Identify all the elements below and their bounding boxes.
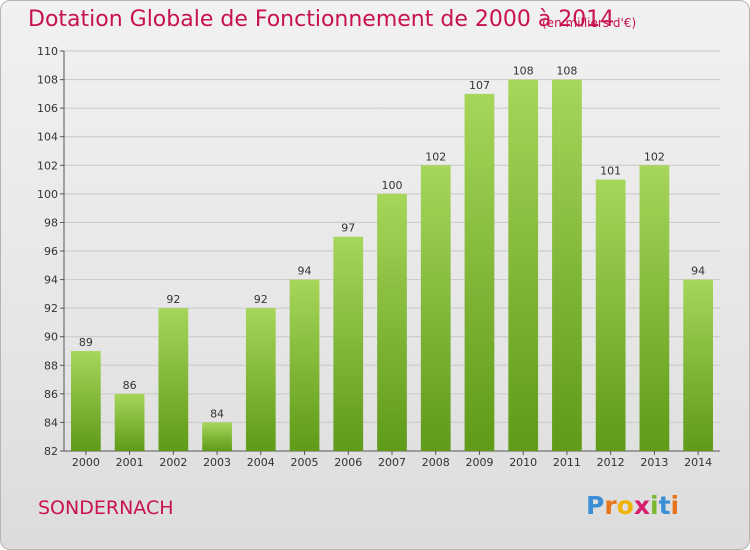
bar xyxy=(595,179,626,452)
logo-letter: t xyxy=(658,491,671,520)
bar xyxy=(202,422,232,451)
bars xyxy=(70,79,714,452)
bar-value-label: 94 xyxy=(691,265,705,278)
y-tick-label: 110 xyxy=(37,45,58,58)
bar-value-label: 94 xyxy=(298,265,312,278)
y-tick-label: 90 xyxy=(44,331,58,344)
y-tick-label: 84 xyxy=(44,416,58,429)
x-tick-label: 2000 xyxy=(72,456,100,469)
x-tick-label: 2013 xyxy=(640,456,668,469)
y-tick-label: 88 xyxy=(44,359,58,372)
bar-value-label: 102 xyxy=(644,150,665,163)
y-tick-label: 108 xyxy=(37,74,58,87)
bar xyxy=(508,79,539,452)
x-tick-label: 2005 xyxy=(291,456,319,469)
logo-letter: i xyxy=(670,491,680,520)
y-tick-label: 98 xyxy=(44,216,58,229)
logo-letter: o xyxy=(616,491,634,520)
y-tick-label: 96 xyxy=(44,245,58,258)
bar xyxy=(683,279,714,451)
bar xyxy=(552,79,582,452)
x-tick-label: 2006 xyxy=(334,456,362,469)
y-tick-label: 100 xyxy=(37,188,58,201)
commune-name: SONDERNACH xyxy=(38,497,174,519)
logo-letter: x xyxy=(633,491,650,520)
bar-value-label: 108 xyxy=(513,65,534,78)
bar xyxy=(377,193,407,451)
y-tick-label: 102 xyxy=(37,159,58,172)
x-tick-label: 2007 xyxy=(378,456,406,469)
proxiti-logo: Proxiti xyxy=(586,491,679,520)
bar xyxy=(464,93,495,451)
bar-value-label: 84 xyxy=(210,407,224,420)
x-tick-label: 2002 xyxy=(159,456,187,469)
x-tick-label: 2010 xyxy=(509,456,537,469)
x-tick-label: 2009 xyxy=(465,456,493,469)
chart-unit: (en milliers d'€) xyxy=(542,16,637,30)
x-tick-label: 2001 xyxy=(116,456,144,469)
bar xyxy=(420,165,451,452)
x-tick-label: 2011 xyxy=(553,456,581,469)
x-tick-label: 2008 xyxy=(422,456,450,469)
y-tick-label: 106 xyxy=(37,102,58,115)
y-tick-label: 82 xyxy=(44,445,58,458)
labels: 82 84 86 88 90 92 94 96 98 100 102 104 106 108 110 89 20… xyxy=(37,45,712,469)
bar xyxy=(245,308,276,451)
bar xyxy=(333,236,364,451)
bar-value-label: 97 xyxy=(341,222,355,235)
bar-value-label: 107 xyxy=(469,79,490,92)
x-tick-label: 2003 xyxy=(203,456,231,469)
y-tick-label: 94 xyxy=(44,274,58,287)
bar-value-label: 89 xyxy=(79,336,93,349)
bar xyxy=(158,308,189,451)
chart-title: Dotation Globale de Fonctionnement de 20… xyxy=(28,7,615,32)
bar-value-label: 100 xyxy=(382,179,403,192)
x-tick-label: 2012 xyxy=(597,456,625,469)
bar xyxy=(289,279,320,451)
bar-value-label: 102 xyxy=(425,150,446,163)
x-tick-label: 2004 xyxy=(247,456,275,469)
logo-letter: r xyxy=(604,491,617,520)
y-tick-label: 86 xyxy=(44,388,58,401)
bar-value-label: 86 xyxy=(123,379,137,392)
y-tick-label: 92 xyxy=(44,302,58,315)
bar xyxy=(70,351,101,451)
bar-value-label: 108 xyxy=(556,65,577,78)
logo-letter: P xyxy=(586,491,605,520)
y-tick-label: 104 xyxy=(37,131,58,144)
bar-value-label: 92 xyxy=(254,293,268,306)
bar-value-label: 92 xyxy=(166,293,180,306)
x-tick-label: 2014 xyxy=(684,456,712,469)
bar-value-label: 101 xyxy=(600,165,621,178)
bar xyxy=(639,165,670,452)
bar xyxy=(114,393,145,451)
logo-letter: i xyxy=(650,491,659,520)
